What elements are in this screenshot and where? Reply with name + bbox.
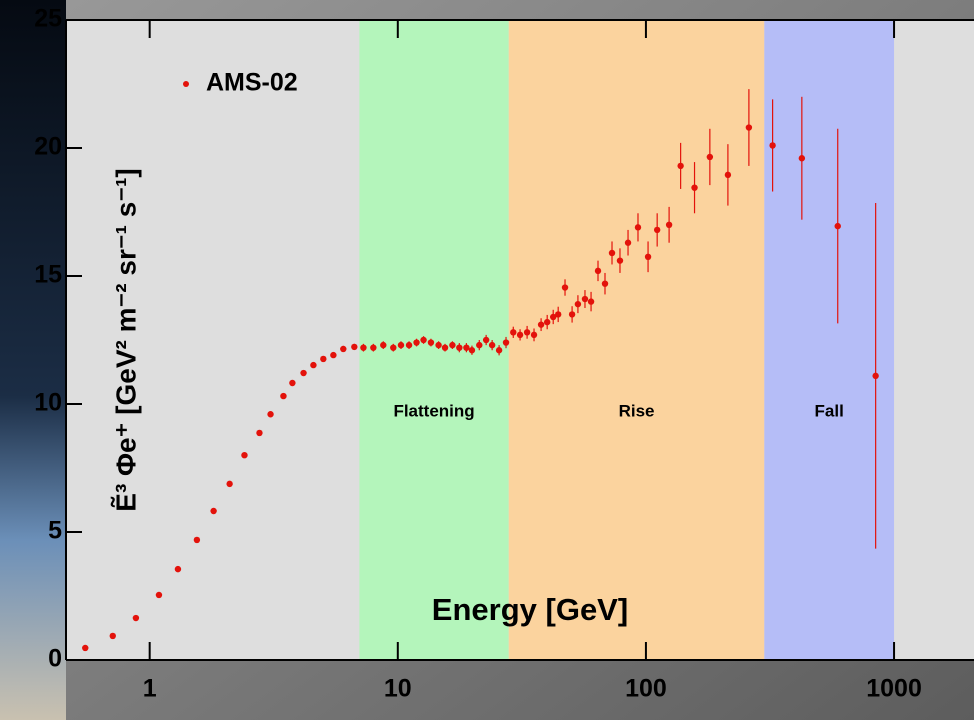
data-point xyxy=(193,536,201,544)
data-point xyxy=(427,339,435,346)
data-point xyxy=(798,155,806,162)
data-point xyxy=(523,329,531,336)
data-point xyxy=(82,644,89,652)
y-tick-label: 20 xyxy=(34,133,62,161)
data-point xyxy=(351,343,358,351)
data-point xyxy=(587,298,595,305)
data-point xyxy=(665,221,673,228)
y-tick-label: 0 xyxy=(48,645,62,673)
data-point xyxy=(405,341,413,349)
legend-label: AMS-02 xyxy=(206,69,298,97)
data-point xyxy=(601,280,609,287)
data-point xyxy=(677,162,684,170)
data-point xyxy=(267,411,274,418)
region xyxy=(764,20,895,660)
data-point xyxy=(340,345,347,353)
x-axis-label: Energy [GeV] xyxy=(432,592,628,627)
data-point xyxy=(435,341,442,349)
data-point xyxy=(360,344,367,351)
data-point xyxy=(449,341,456,349)
data-point xyxy=(554,311,562,318)
data-point xyxy=(510,329,517,336)
data-point xyxy=(561,284,569,291)
data-point xyxy=(745,124,753,131)
data-point xyxy=(330,351,337,359)
region-label: Rise xyxy=(619,401,655,420)
data-point xyxy=(320,355,327,363)
data-point xyxy=(132,614,140,622)
data-point xyxy=(516,331,524,339)
x-tick-label: 10 xyxy=(384,675,412,703)
data-point xyxy=(608,249,616,257)
data-point xyxy=(543,318,551,326)
data-point xyxy=(594,267,602,275)
data-point xyxy=(109,632,116,640)
region-label: Fall xyxy=(815,401,844,420)
y-tick-label: 10 xyxy=(34,389,62,417)
data-point xyxy=(624,239,632,246)
data-point xyxy=(537,321,545,328)
x-tick-label: 100 xyxy=(625,675,667,703)
data-point xyxy=(769,142,776,149)
data-point xyxy=(530,331,538,339)
data-point xyxy=(872,372,879,380)
data-point xyxy=(463,344,470,351)
y-tick-label: 5 xyxy=(48,517,62,545)
data-point xyxy=(724,171,732,179)
data-point xyxy=(653,226,661,234)
data-point xyxy=(834,222,841,230)
data-point xyxy=(413,339,420,346)
background-earth xyxy=(0,0,66,720)
data-point xyxy=(280,392,287,400)
data-point xyxy=(289,379,296,387)
data-point xyxy=(397,341,405,349)
y-axis-label: Ẽ³ Φe⁺ [GeV² m⁻² sr⁻¹ s⁻¹] xyxy=(110,168,141,511)
data-point xyxy=(210,507,217,515)
data-point xyxy=(456,344,463,351)
y-tick-label: 25 xyxy=(34,5,62,33)
data-point xyxy=(256,429,263,437)
region xyxy=(508,20,765,660)
data-point xyxy=(476,341,483,349)
legend-marker xyxy=(183,81,189,87)
region-label: Flattening xyxy=(393,401,474,420)
data-point xyxy=(550,313,557,321)
data-point xyxy=(634,224,642,231)
data-point xyxy=(706,153,714,161)
data-point xyxy=(574,300,582,308)
data-point xyxy=(390,344,397,351)
data-point xyxy=(420,336,427,344)
data-point xyxy=(380,341,387,349)
data-point xyxy=(174,565,182,573)
data-point xyxy=(310,361,317,369)
data-point xyxy=(495,347,503,354)
x-tick-label: 1 xyxy=(143,675,157,703)
data-point xyxy=(482,336,490,344)
data-point xyxy=(568,311,576,318)
data-point xyxy=(581,295,589,303)
data-point xyxy=(441,344,449,351)
x-tick-label: 1000 xyxy=(866,675,922,703)
data-point xyxy=(691,184,698,191)
data-point xyxy=(644,253,652,260)
data-point xyxy=(241,452,248,459)
data-point xyxy=(226,480,233,488)
y-tick-label: 15 xyxy=(34,261,62,289)
data-point xyxy=(488,341,496,349)
data-point xyxy=(370,344,377,351)
data-point xyxy=(300,369,307,377)
data-point xyxy=(616,257,624,264)
data-point xyxy=(502,339,510,346)
data-point xyxy=(155,591,163,599)
data-point xyxy=(468,347,476,354)
